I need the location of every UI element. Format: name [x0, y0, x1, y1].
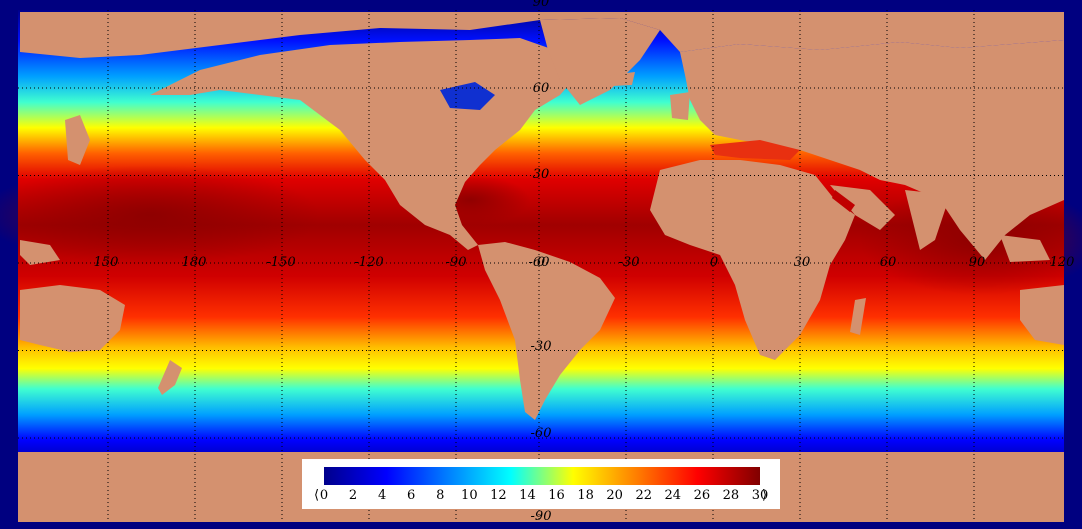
- colorbar-legend: ⟨ ⟩ 0 2 4 6 8 10 12 14 16 18 20 22 24 26 28 30: [302, 459, 780, 509]
- australia-west: [20, 285, 125, 352]
- colorbar-fill: [324, 467, 760, 485]
- australia-east: [1020, 285, 1064, 345]
- madagascar: [850, 298, 866, 335]
- colorbar-tick-label: 10: [461, 488, 478, 503]
- longitude-label: 0: [710, 255, 718, 270]
- mediterranean-sea: [710, 140, 800, 160]
- longitude-label: -150: [266, 255, 295, 270]
- longitude-label: 150: [94, 255, 119, 270]
- india: [905, 190, 950, 250]
- colorbar-left-bracket: ⟨: [314, 488, 320, 503]
- colorbar-tick-label: 20: [606, 488, 623, 503]
- graticule-grid: [18, 10, 1064, 522]
- colorbar-tick-label: 26: [693, 488, 711, 503]
- arabia: [830, 185, 895, 230]
- colorbar-tick-label: 8: [436, 488, 445, 503]
- latitude-label: 0: [537, 255, 545, 270]
- longitude-label: 120: [1050, 255, 1075, 270]
- longitude-label: 60: [880, 255, 897, 270]
- longitude-label: 180: [182, 255, 207, 270]
- longitude-label: 30: [794, 255, 811, 270]
- colorbar-tick-label: 6: [407, 488, 416, 503]
- latitude-label: -90: [531, 509, 552, 524]
- colorbar-tick-label: 12: [490, 488, 507, 503]
- british-isles: [670, 92, 690, 120]
- eurasia: [680, 40, 1064, 260]
- latitude-label: 60: [533, 81, 550, 96]
- west-pacific-warm-pool: [0, 165, 320, 265]
- longitude-label: -60: [529, 255, 550, 270]
- colorbar-tick-label: 22: [635, 488, 652, 503]
- longitude-label: -30: [619, 255, 640, 270]
- longitude-label: -120: [354, 255, 383, 270]
- africa: [650, 160, 855, 360]
- latitude-label: -30: [531, 339, 552, 354]
- latitude-label: -60: [531, 426, 552, 441]
- colorbar-tick-label: 18: [577, 488, 594, 503]
- south-america: [478, 242, 615, 420]
- hudson-bay: [440, 82, 495, 110]
- japan: [65, 115, 90, 165]
- inland-seas: [440, 82, 855, 212]
- colorbar-right-bracket: ⟩: [762, 488, 768, 503]
- indonesia-west: [20, 240, 60, 265]
- colorbar-tick-labels: ⟨ ⟩ 0 2 4 6 8 10 12 14 16 18 20 22 24 26 28 30: [302, 488, 780, 506]
- longitude-label: -90: [446, 255, 467, 270]
- latitude-label: 30: [533, 167, 550, 182]
- longitude-label: 90: [969, 255, 986, 270]
- colorbar-tick-label: 14: [519, 488, 536, 503]
- colorbar-tick-label: 24: [664, 488, 682, 503]
- latitude-labels: 90 60 30 0 -30 -60 -90: [531, 0, 552, 524]
- arctic-land: [20, 12, 1064, 58]
- colorbar-tick-label: 4: [377, 488, 387, 503]
- longitude-labels: 150 180 -150 -120 -90 -60 -30 0 30 60 90 120: [94, 255, 1075, 270]
- red-sea: [832, 190, 855, 212]
- indonesia-east: [1000, 235, 1050, 262]
- colorbar-ramp: [324, 467, 760, 485]
- iceland: [610, 72, 635, 86]
- colorbar-tick-label: 2: [348, 488, 358, 503]
- colorbar-tick-label: 28: [722, 488, 740, 503]
- new-zealand: [158, 360, 182, 395]
- greenland: [540, 18, 660, 105]
- colorbar-tick-label: 30: [751, 488, 769, 503]
- latitude-label: 90: [533, 0, 550, 10]
- colorbar-tick-label: 0: [319, 488, 329, 503]
- colorbar-tick-label: 16: [548, 488, 565, 503]
